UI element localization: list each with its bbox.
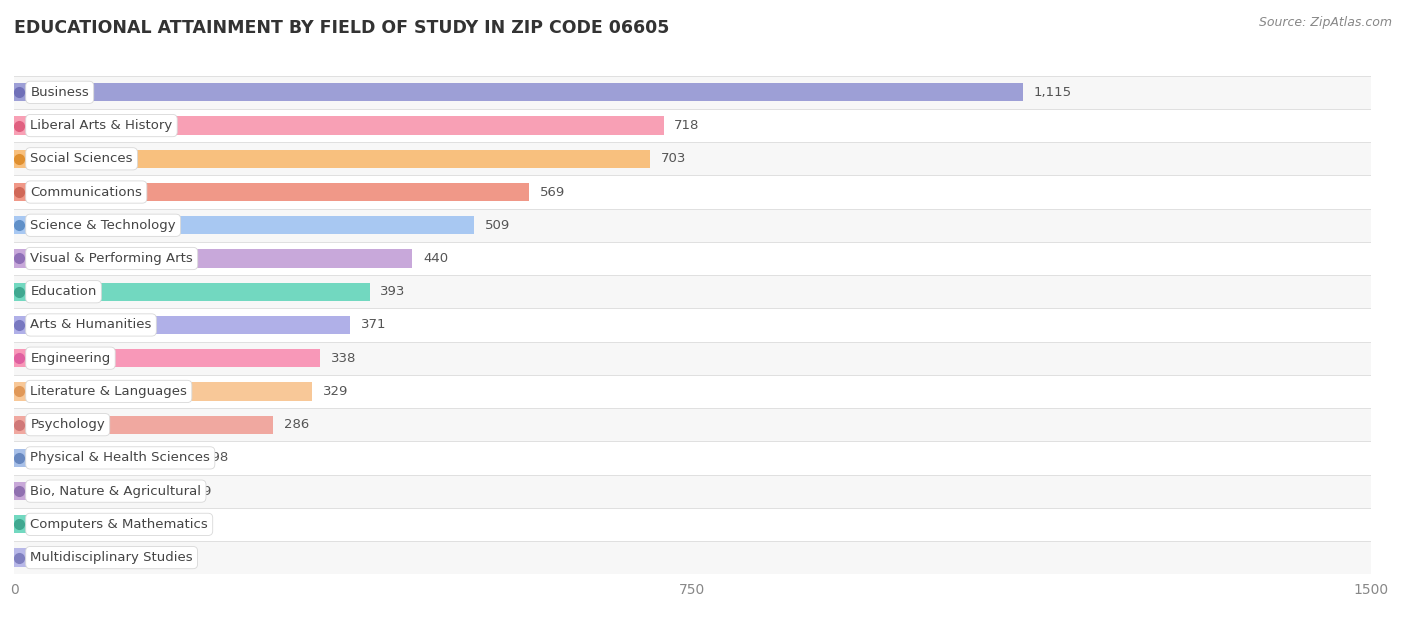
Text: Physical & Health Sciences: Physical & Health Sciences	[31, 451, 211, 464]
Bar	[14, 375, 1371, 408]
Text: 179: 179	[187, 485, 212, 498]
Bar	[14, 209, 1371, 242]
Bar	[14, 541, 1371, 574]
Bar	[14, 109, 1371, 142]
Text: Science & Technology: Science & Technology	[31, 219, 176, 232]
Text: Psychology: Psychology	[31, 418, 105, 431]
Text: Social Sciences: Social Sciences	[31, 152, 132, 165]
Bar	[14, 475, 1371, 508]
Text: Multidisciplinary Studies: Multidisciplinary Studies	[31, 551, 193, 564]
Text: 509: 509	[485, 219, 510, 232]
Bar	[14, 117, 664, 134]
Bar	[14, 382, 312, 401]
Bar	[14, 150, 650, 168]
Bar	[14, 482, 176, 500]
Text: 329: 329	[322, 385, 347, 398]
Bar	[14, 76, 1371, 109]
Bar	[14, 183, 529, 201]
Text: 1,115: 1,115	[1033, 86, 1071, 99]
Text: Visual & Performing Arts: Visual & Performing Arts	[31, 252, 193, 265]
Text: 198: 198	[204, 451, 229, 464]
Bar	[14, 408, 1371, 441]
Text: 393: 393	[381, 285, 406, 298]
Bar	[14, 275, 1371, 309]
Text: 66: 66	[84, 551, 101, 564]
Text: Literature & Languages: Literature & Languages	[31, 385, 187, 398]
Bar	[14, 83, 1022, 102]
Bar	[14, 548, 73, 567]
Bar	[14, 441, 1371, 475]
Text: Arts & Humanities: Arts & Humanities	[31, 319, 152, 331]
Text: 338: 338	[330, 351, 356, 365]
Bar	[14, 249, 412, 268]
Text: Computers & Mathematics: Computers & Mathematics	[31, 518, 208, 531]
Text: Liberal Arts & History: Liberal Arts & History	[31, 119, 173, 132]
Bar	[14, 416, 273, 433]
Text: EDUCATIONAL ATTAINMENT BY FIELD OF STUDY IN ZIP CODE 06605: EDUCATIONAL ATTAINMENT BY FIELD OF STUDY…	[14, 19, 669, 37]
Bar	[14, 309, 1371, 341]
Text: Communications: Communications	[31, 186, 142, 199]
Bar	[14, 316, 350, 334]
Text: Source: ZipAtlas.com: Source: ZipAtlas.com	[1258, 16, 1392, 29]
Bar	[14, 516, 136, 533]
Bar	[14, 283, 370, 301]
Bar	[14, 242, 1371, 275]
Bar	[14, 142, 1371, 175]
Text: Engineering: Engineering	[31, 351, 111, 365]
Bar	[14, 175, 1371, 209]
Bar	[14, 508, 1371, 541]
Text: 135: 135	[148, 518, 173, 531]
Bar	[14, 341, 1371, 375]
Text: 371: 371	[360, 319, 387, 331]
Text: 718: 718	[675, 119, 700, 132]
Bar	[14, 349, 319, 367]
Text: 286: 286	[284, 418, 309, 431]
Bar	[14, 216, 474, 234]
Text: Bio, Nature & Agricultural: Bio, Nature & Agricultural	[31, 485, 201, 498]
Bar	[14, 449, 193, 467]
Text: Education: Education	[31, 285, 97, 298]
Text: 440: 440	[423, 252, 449, 265]
Text: 569: 569	[540, 186, 565, 199]
Text: Business: Business	[31, 86, 89, 99]
Text: 703: 703	[661, 152, 686, 165]
